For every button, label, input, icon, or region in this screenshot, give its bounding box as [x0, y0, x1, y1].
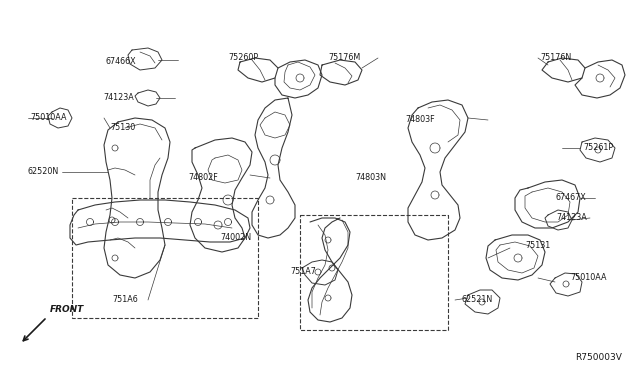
Text: 67467X: 67467X: [556, 193, 587, 202]
Bar: [300, 215, 448, 330]
Text: 75130: 75130: [110, 124, 135, 132]
Text: 74002N: 74002N: [220, 234, 251, 243]
Text: 75261P: 75261P: [583, 144, 613, 153]
Text: 75176N: 75176N: [540, 52, 572, 61]
Text: 75010AA: 75010AA: [30, 113, 67, 122]
Text: 74803F: 74803F: [405, 115, 435, 125]
Text: 74803N: 74803N: [355, 173, 386, 183]
Text: 75131: 75131: [525, 241, 550, 250]
Text: 74123A: 74123A: [103, 93, 134, 103]
Text: 74802F: 74802F: [188, 173, 218, 183]
Text: 74123A: 74123A: [556, 214, 587, 222]
Bar: [72, 198, 258, 318]
Text: FRONT: FRONT: [50, 305, 84, 314]
Text: 67466X: 67466X: [105, 58, 136, 67]
Text: 75260P: 75260P: [228, 52, 258, 61]
Text: 62520N: 62520N: [28, 167, 60, 176]
Text: 75010AA: 75010AA: [570, 273, 607, 282]
Text: 751A6: 751A6: [112, 295, 138, 305]
Text: 75176M: 75176M: [328, 52, 360, 61]
Text: 62521N: 62521N: [462, 295, 493, 305]
Text: R750003V: R750003V: [575, 353, 622, 362]
Text: 751A7: 751A7: [290, 267, 316, 276]
